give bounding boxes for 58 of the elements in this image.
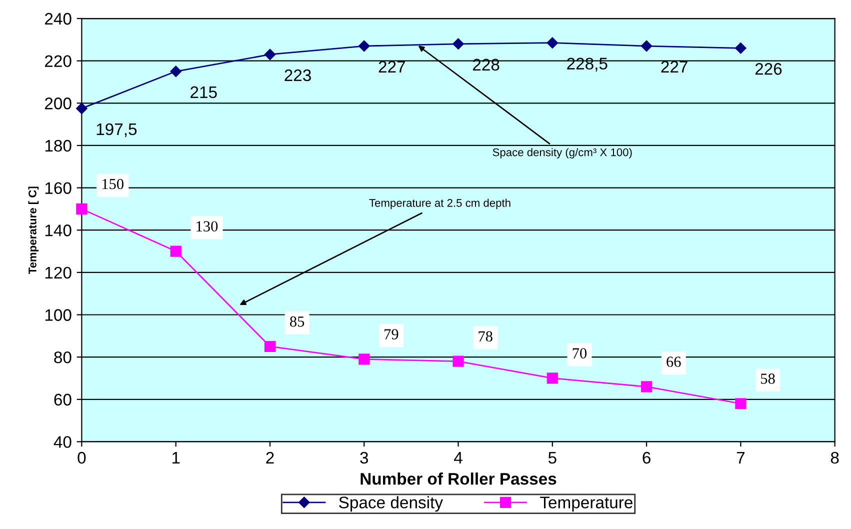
point [640, 40, 652, 52]
point [546, 372, 558, 384]
x-tick-label: 8 [830, 452, 839, 464]
y-tick-label: 120 [45, 266, 72, 279]
point [358, 40, 370, 52]
data-label: 215 [190, 86, 217, 98]
y-tick-label: 180 [45, 140, 72, 152]
point [452, 356, 464, 367]
point [264, 48, 276, 60]
legend-label: Space density [339, 496, 443, 512]
legend-label: Temperature [540, 496, 632, 512]
x-tick-label: 2 [266, 452, 274, 464]
data-label: 227 [378, 60, 405, 73]
point [170, 66, 182, 78]
y-tick-label: 240 [45, 12, 72, 25]
data-label: 226 [755, 63, 782, 75]
y-tick-label: 200 [45, 98, 72, 110]
point [76, 102, 88, 114]
point [452, 38, 464, 50]
point [640, 381, 652, 392]
point [735, 398, 746, 410]
y-tick-label: 40 [54, 436, 72, 448]
point [358, 354, 370, 365]
y-axis-title: Temperature [ C] [28, 186, 39, 274]
y-tick-label: 100 [45, 309, 72, 321]
data-label: 150 [102, 178, 124, 190]
data-label: 228,5 [567, 58, 608, 72]
annotation: Space density (g/cm³ X 100) [492, 148, 632, 158]
point [76, 203, 88, 215]
y-tick-label: 80 [54, 351, 72, 364]
point [170, 246, 182, 257]
data-label: 66 [666, 356, 681, 367]
point [264, 340, 276, 352]
annotation: Temperature at 2.5 cm depth [369, 198, 510, 210]
point [735, 42, 746, 54]
data-label: 58 [761, 374, 775, 384]
y-tick-label: 60 [54, 394, 72, 406]
y-tick-label: 220 [45, 55, 72, 68]
x-tick-label: 6 [642, 452, 650, 464]
data-label: 85 [290, 316, 304, 327]
y-tick-label: 160 [45, 182, 72, 194]
x-tick-label: 1 [172, 452, 180, 464]
data-label: 228 [472, 58, 500, 71]
data-label: 78 [478, 331, 492, 342]
point [546, 37, 558, 48]
data-label: 79 [384, 329, 398, 340]
data-label: 227 [661, 60, 688, 73]
x-tick-label: 0 [78, 452, 86, 464]
x-tick-label: 4 [454, 452, 462, 464]
data-label: 223 [284, 69, 311, 82]
y-tick-label: 140 [45, 224, 72, 236]
x-tick-label: 7 [736, 452, 744, 464]
x-tick-label: 5 [548, 452, 556, 464]
x-tick-label: 3 [360, 452, 368, 464]
data-label: 130 [196, 221, 218, 232]
data-label: 70 [572, 348, 587, 358]
data-label: 197,5 [96, 123, 137, 138]
x-axis-title: Number of Roller Passes [360, 472, 556, 485]
